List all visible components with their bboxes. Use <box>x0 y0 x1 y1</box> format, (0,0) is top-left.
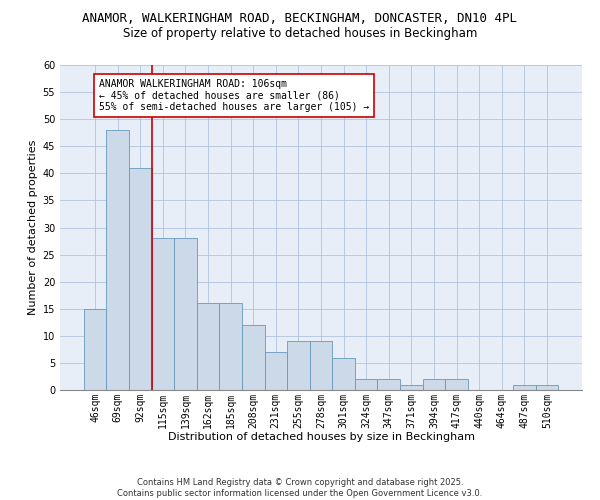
Bar <box>106 130 129 390</box>
Bar <box>332 358 355 390</box>
Bar <box>242 325 265 390</box>
Text: Contains HM Land Registry data © Crown copyright and database right 2025.
Contai: Contains HM Land Registry data © Crown c… <box>118 478 482 498</box>
Text: ANAMOR, WALKERINGHAM ROAD, BECKINGHAM, DONCASTER, DN10 4PL: ANAMOR, WALKERINGHAM ROAD, BECKINGHAM, D… <box>83 12 517 26</box>
Bar <box>377 379 400 390</box>
Bar <box>400 384 422 390</box>
Y-axis label: Number of detached properties: Number of detached properties <box>28 140 38 315</box>
Bar <box>265 352 287 390</box>
Bar <box>422 379 445 390</box>
Bar <box>310 341 332 390</box>
X-axis label: Distribution of detached houses by size in Beckingham: Distribution of detached houses by size … <box>167 432 475 442</box>
Bar <box>536 384 558 390</box>
Text: ANAMOR WALKERINGHAM ROAD: 106sqm
← 45% of detached houses are smaller (86)
55% o: ANAMOR WALKERINGHAM ROAD: 106sqm ← 45% o… <box>99 78 370 112</box>
Bar <box>513 384 536 390</box>
Bar <box>84 308 106 390</box>
Bar <box>355 379 377 390</box>
Bar <box>152 238 174 390</box>
Bar <box>287 341 310 390</box>
Bar <box>129 168 152 390</box>
Bar <box>220 304 242 390</box>
Bar <box>197 304 220 390</box>
Bar <box>174 238 197 390</box>
Bar <box>445 379 468 390</box>
Text: Size of property relative to detached houses in Beckingham: Size of property relative to detached ho… <box>123 28 477 40</box>
